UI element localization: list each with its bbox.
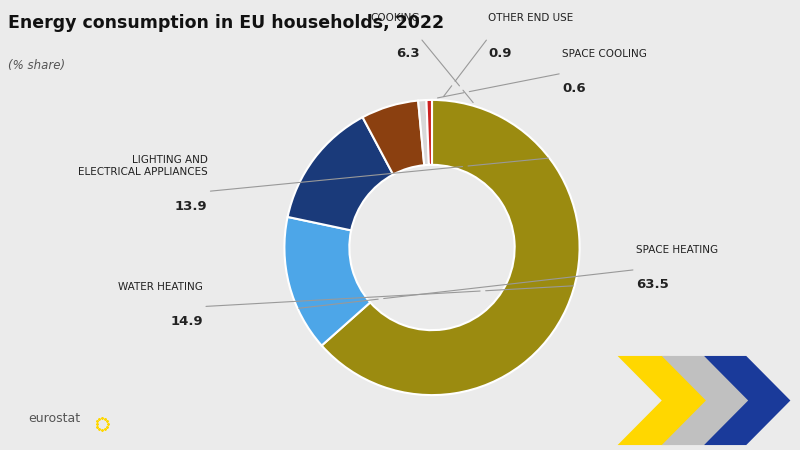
Text: 0.9: 0.9 xyxy=(488,47,511,60)
Text: COOKING: COOKING xyxy=(370,13,420,23)
Wedge shape xyxy=(426,100,432,165)
Polygon shape xyxy=(618,356,719,445)
Wedge shape xyxy=(418,100,429,165)
Polygon shape xyxy=(662,356,752,445)
Text: 13.9: 13.9 xyxy=(175,200,208,213)
Wedge shape xyxy=(362,100,424,175)
Text: SPACE HEATING: SPACE HEATING xyxy=(636,245,718,255)
Text: 0.6: 0.6 xyxy=(562,82,586,95)
Text: Energy consumption in EU households, 2022: Energy consumption in EU households, 202… xyxy=(8,14,444,32)
Wedge shape xyxy=(322,100,579,395)
Wedge shape xyxy=(285,217,370,346)
Text: SPACE COOLING: SPACE COOLING xyxy=(562,49,646,58)
Text: 6.3: 6.3 xyxy=(397,47,420,60)
Text: 63.5: 63.5 xyxy=(636,279,669,292)
Text: WATER HEATING: WATER HEATING xyxy=(118,282,203,292)
Text: eurostat: eurostat xyxy=(28,412,80,425)
Text: OTHER END USE: OTHER END USE xyxy=(488,13,574,23)
Text: LIGHTING AND
ELECTRICAL APPLIANCES: LIGHTING AND ELECTRICAL APPLIANCES xyxy=(78,155,208,177)
Text: (% share): (% share) xyxy=(8,58,65,72)
Polygon shape xyxy=(704,356,790,445)
Wedge shape xyxy=(288,117,393,230)
Text: 14.9: 14.9 xyxy=(170,315,203,328)
